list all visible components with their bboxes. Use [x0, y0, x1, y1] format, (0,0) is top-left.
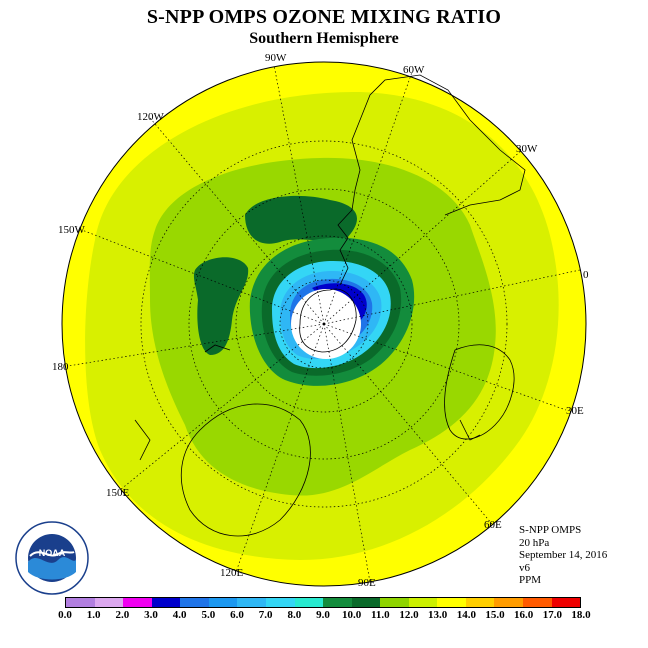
- lon-label: 90W: [265, 52, 287, 64]
- color-scale-swatch: [465, 598, 495, 607]
- color-scale-tick-label: 9.0: [316, 609, 330, 621]
- color-scale-swatch: [123, 598, 152, 607]
- color-scale-tick-label: 6.0: [230, 609, 244, 621]
- color-scale-tick-label: 18.0: [571, 609, 591, 621]
- color-scale-tick-label: 7.0: [258, 609, 273, 621]
- color-scale-tick-label: 4.0: [172, 609, 187, 621]
- color-scale-tick-label: 11.0: [371, 609, 390, 621]
- info-date: September 14, 2016: [519, 549, 608, 561]
- lon-label: 120E: [220, 567, 244, 579]
- color-scale-tick-label: 3.0: [144, 609, 158, 621]
- color-scale-tick-label: 10.0: [342, 609, 362, 621]
- lon-label: 180: [52, 361, 69, 373]
- color-scale-swatch: [351, 598, 381, 607]
- color-scale-swatch: [151, 598, 181, 607]
- color-scale-tick-label: 14.0: [456, 609, 476, 621]
- ozone-band-10-11-west: [193, 257, 249, 355]
- color-scale-tick-label: 8.0: [287, 609, 302, 621]
- color-scale-swatch: [408, 598, 438, 607]
- coastlines: [134, 74, 526, 537]
- color-scale-ticks: 0.0 1.0 2.0 3.0 4.0 5.0 6.0 7.0 8.0 9.0 10.0 11.0 12…: [0, 609, 648, 623]
- info-version: v6: [519, 561, 530, 574]
- color-scale-swatch: [66, 598, 95, 607]
- lon-label: 150E: [106, 487, 130, 499]
- color-scale-swatch: [294, 598, 324, 607]
- color-scale-tick-label: 15.0: [485, 609, 505, 621]
- info-instrument: S-NPP OMPS: [519, 524, 582, 536]
- color-scale-swatch: [523, 598, 552, 607]
- color-scale-swatch: [208, 598, 238, 607]
- color-scale-swatch: [380, 598, 409, 607]
- color-scale-tick-label: 17.0: [542, 609, 562, 621]
- graticule: [67, 64, 581, 583]
- ozone-field: [62, 62, 586, 586]
- color-scale-tick-label: 12.0: [399, 609, 419, 621]
- color-scale-swatch: [323, 598, 352, 607]
- lon-label: 150W: [58, 224, 86, 236]
- color-scale-swatch: [180, 598, 209, 607]
- color-scale-swatch: [551, 598, 581, 607]
- color-scale-tick-label: 16.0: [514, 609, 534, 621]
- color-scale-tick-label: 5.0: [201, 609, 216, 621]
- info-units: PPM: [519, 574, 542, 586]
- map-boundary: [61, 61, 587, 587]
- lon-label: 60W: [403, 64, 425, 76]
- map-subtitle: Southern Hemisphere: [249, 30, 399, 47]
- color-scale-swatch: [237, 598, 266, 607]
- color-scale-tick-label: 13.0: [428, 609, 448, 621]
- lon-label: 0: [583, 269, 589, 281]
- color-scale-tick-label: 2.0: [115, 609, 130, 621]
- lon-label: 30W: [516, 143, 538, 155]
- lon-label: 90E: [358, 577, 376, 589]
- logo-text: NOAA: [39, 548, 66, 558]
- info-level: 20 hPa: [519, 536, 550, 549]
- color-scale-tick-label: 0.0: [58, 609, 72, 621]
- map-title: S-NPP OMPS OZONE MIXING RATIO: [146, 6, 502, 28]
- no-data-pole: [291, 289, 361, 359]
- lon-label: 120W: [137, 111, 165, 123]
- color-scale-swatch: [94, 598, 124, 607]
- color-scale-swatch: [437, 598, 466, 607]
- lon-label: 30E: [566, 405, 584, 417]
- color-scale-bar: [65, 597, 581, 608]
- longitude-labels: 90W 60W 30W 0 30E 60E 90E 120E 150E 180 …: [52, 52, 589, 589]
- lon-label: 60E: [484, 519, 502, 531]
- color-scale-tick-label: 1.0: [86, 609, 101, 621]
- noaa-logo: NOAA: [15, 521, 89, 595]
- ozone-band-10-11-north: [245, 195, 357, 244]
- color-scale-swatch: [494, 598, 523, 607]
- info-block: S-NPP OMPS 20 hPa September 14, 2016 v6 …: [519, 524, 607, 587]
- color-scale-swatch: [265, 598, 295, 607]
